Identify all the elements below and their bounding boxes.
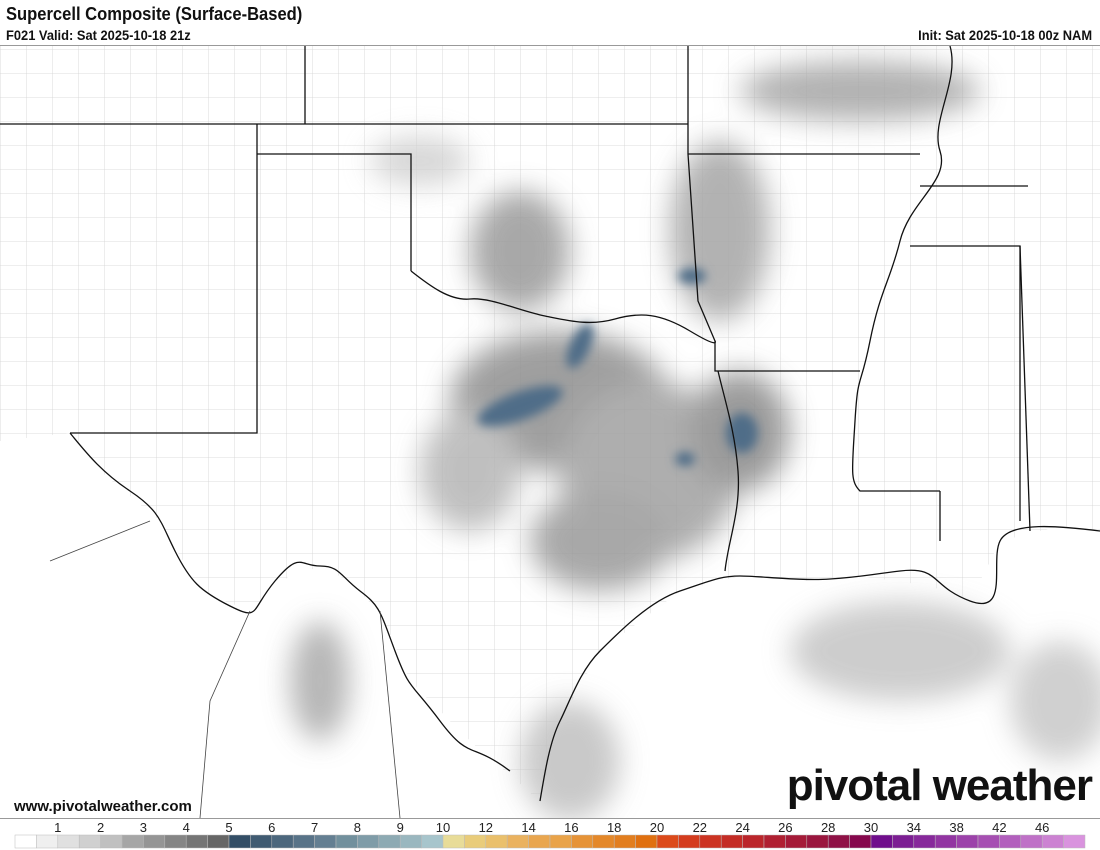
colorbar-cell xyxy=(613,834,636,849)
state-borders xyxy=(0,46,1100,802)
colorbar-cell xyxy=(934,834,957,849)
colorbar-label: 30 xyxy=(864,820,878,835)
colorbar-cell xyxy=(121,834,144,849)
valid-time: F021 Valid: Sat 2025-10-18 21z xyxy=(6,27,191,43)
colorbar-cell xyxy=(656,834,679,849)
colorbar-label: 28 xyxy=(821,820,835,835)
colorbar-cell xyxy=(785,834,808,849)
colorbar-cell xyxy=(442,834,465,849)
colorbar-cell xyxy=(378,834,401,849)
colorbar-cell xyxy=(870,834,893,849)
colorbar-label: 14 xyxy=(521,820,535,835)
colorbar-cell xyxy=(228,834,251,849)
colorbar-cell xyxy=(421,834,444,849)
colorbar-label: 2 xyxy=(97,820,104,835)
colorbar-cell xyxy=(250,834,273,849)
colorbar-cell xyxy=(549,834,572,849)
colorbar-label: 12 xyxy=(479,820,493,835)
colorbar-cell xyxy=(977,834,1000,849)
colorbar-cell xyxy=(164,834,187,849)
website-url: www.pivotalweather.com xyxy=(14,798,192,815)
colorbar-label: 4 xyxy=(183,820,190,835)
colorbar-cell xyxy=(528,834,551,849)
colorbar-cell xyxy=(827,834,850,849)
colorbar-label: 22 xyxy=(693,820,707,835)
weather-map xyxy=(0,45,1100,819)
colorbar-cell xyxy=(571,834,594,849)
colorbar-cell xyxy=(506,834,529,849)
colorbar-cell xyxy=(57,834,80,849)
colorbar-cell xyxy=(464,834,487,849)
colorbar-cell xyxy=(14,834,37,849)
colorbar-label: 18 xyxy=(607,820,621,835)
colorbar-cell xyxy=(999,834,1022,849)
colorbar-cell xyxy=(185,834,208,849)
colorbar-label: 20 xyxy=(650,820,664,835)
colorbar-cell xyxy=(314,834,337,849)
colorbar-cell xyxy=(635,834,658,849)
colorbar-label: 6 xyxy=(268,820,275,835)
colorbar-label: 10 xyxy=(436,820,450,835)
colorbar-cell xyxy=(592,834,615,849)
colorbar-cell xyxy=(78,834,101,849)
colorbar-label: 42 xyxy=(992,820,1006,835)
colorbar-label: 16 xyxy=(564,820,578,835)
colorbar-label: 8 xyxy=(354,820,361,835)
colorbar-cell xyxy=(1063,834,1086,849)
colorbar-label: 3 xyxy=(140,820,147,835)
colorbar-label: 1 xyxy=(54,820,61,835)
colorbar: 1 2 3 4 5 6 7 8 9 10 12 14 16 18 20 22 24 26 28 30 34 38 42 46 xyxy=(14,820,1086,849)
colorbar-cell xyxy=(1041,834,1064,849)
colorbar-cell xyxy=(292,834,315,849)
colorbar-label: 26 xyxy=(778,820,792,835)
colorbar-cell xyxy=(742,834,765,849)
map-title: Supercell Composite (Surface-Based) xyxy=(6,4,303,24)
colorbar-label: 46 xyxy=(1035,820,1049,835)
colorbar-cell xyxy=(271,834,294,849)
colorbar-label: 9 xyxy=(397,820,404,835)
colorbar-cell xyxy=(357,834,380,849)
colorbar-cell xyxy=(892,834,915,849)
colorbar-label: 24 xyxy=(735,820,749,835)
init-time: Init: Sat 2025-10-18 00z NAM xyxy=(918,27,1092,43)
shaded-field xyxy=(290,61,1100,818)
colorbar-cell xyxy=(678,834,701,849)
pivotal-weather-logo: pivotal weather xyxy=(786,761,1093,810)
colorbar-label: 7 xyxy=(311,820,318,835)
colorbar-cell xyxy=(956,834,979,849)
colorbar-cell xyxy=(36,834,59,849)
colorbar-label: 5 xyxy=(225,820,232,835)
colorbar-cell xyxy=(207,834,230,849)
colorbar-cell xyxy=(763,834,786,849)
colorbar-cell xyxy=(720,834,743,849)
colorbar-cell xyxy=(699,834,722,849)
colorbar-cell xyxy=(913,834,936,849)
colorbar-cell xyxy=(335,834,358,849)
mexico-borders xyxy=(49,520,401,818)
high-values xyxy=(477,268,758,466)
colorbar-cell xyxy=(806,834,829,849)
colorbar-cell xyxy=(100,834,123,849)
colorbar-cell xyxy=(143,834,166,849)
colorbar-cell xyxy=(849,834,872,849)
colorbar-cell xyxy=(399,834,422,849)
colorbar-cell xyxy=(1020,834,1043,849)
colorbar-label: 34 xyxy=(907,820,921,835)
colorbar-cell xyxy=(485,834,508,849)
colorbar-label: 38 xyxy=(949,820,963,835)
